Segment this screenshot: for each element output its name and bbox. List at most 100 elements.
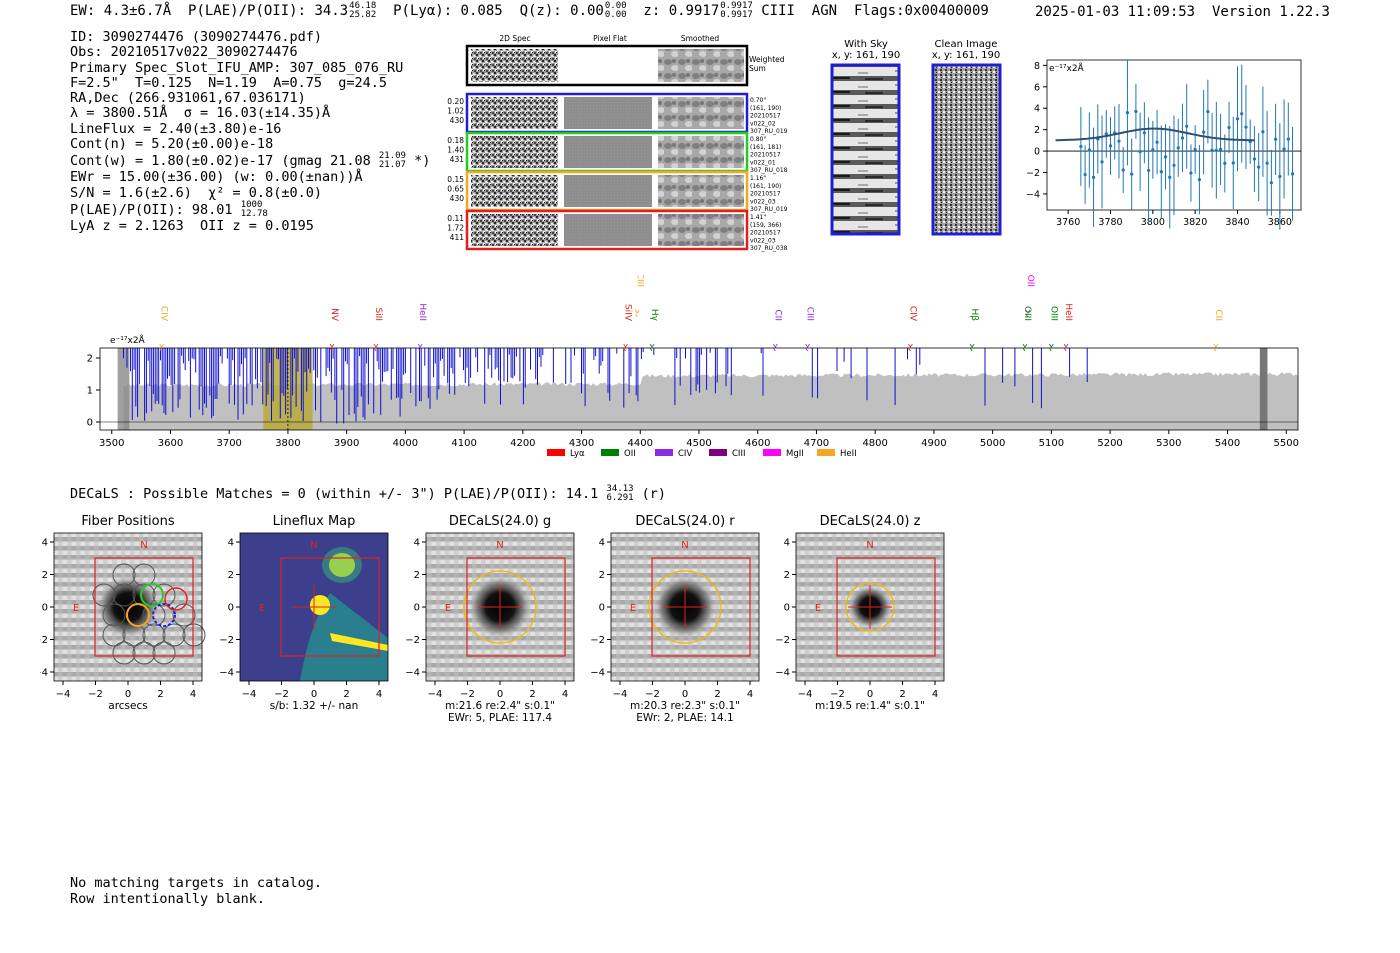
decals-ytick-label: 4: [42, 538, 48, 549]
weighted-sum-smoothed: [658, 49, 744, 82]
line-fit-point: [1083, 172, 1087, 177]
spectrum-xtick-label: 4900: [921, 438, 946, 449]
header-plae: P(LAE)/P(OII): 34.3: [188, 3, 349, 19]
decals-ytick-label: −2: [219, 635, 234, 646]
clean-image: [931, 63, 1002, 236]
cutout-left-label: 0.15: [447, 175, 464, 184]
decals-summary-text: DECaLS : Possible Matches = 0 (within +/…: [70, 486, 599, 502]
line-fit-point: [1151, 148, 1155, 152]
col-header-smoothed: Smoothed: [681, 34, 720, 43]
decals-xtick-label: −2: [645, 689, 660, 700]
decals-xtick-label: −4: [242, 689, 257, 700]
decals-ytick-label: −4: [40, 668, 48, 679]
spectrum-xtick-label: 4200: [510, 438, 535, 449]
decals-caption-1: arcsecs: [108, 700, 147, 712]
decals-ytick-label: −4: [219, 668, 234, 679]
cutout-left-label: 1.72: [447, 224, 464, 233]
line-fit-point: [1244, 125, 1248, 129]
cutout-right-label: 1.16": [750, 175, 766, 182]
line-fit-xtick-label: 3820: [1183, 217, 1207, 228]
cutout-right-label: 20210517: [750, 191, 781, 198]
spectrum-line-label: CII: [772, 309, 782, 321]
cutout-right-label: 307_RU_019: [750, 128, 788, 135]
spectrum-line-label: CIV: [159, 306, 169, 322]
line-fit-point: [1282, 147, 1286, 151]
decals-source-galaxy: [96, 575, 160, 639]
line-fit-point: [1108, 144, 1113, 148]
fiber-circle: [122, 623, 146, 647]
spectrum-line-marker: [1063, 343, 1069, 352]
spectrum-ytick-label: 1: [87, 386, 93, 397]
with-sky-xy: x, y: 161, 190: [832, 50, 901, 61]
decals-panels: Fiber Positions N E 4 2 0 −2 −4 −4 −2 0 2 4 arcsecs Li…: [40, 514, 945, 724]
weighted-sum-line2: Sum: [749, 64, 766, 73]
info-lineflux: LineFlux = 2.40(±3.80)e-16: [70, 120, 282, 137]
decals-xtick-label: 4: [747, 689, 753, 700]
cutout-right-label: 1.41": [750, 214, 766, 221]
decals-summary-hi: 34.13: [606, 484, 634, 494]
header-plae-hi: 46.18: [349, 1, 377, 11]
decals-ytick-label: −4: [405, 668, 420, 679]
line-fit-point: [1172, 163, 1176, 167]
decals-xtick-label: 2: [899, 689, 905, 700]
line-fit-ytick-label: 4: [1034, 104, 1040, 115]
with-sky-title: With Sky: [844, 39, 888, 50]
line-fit-point: [1214, 148, 1218, 152]
line-fit-xtick-label: 3800: [1141, 217, 1165, 228]
spectrum-line-label: OIII: [1022, 306, 1032, 321]
line-fit-point: [1231, 161, 1235, 165]
spectrum-line-marker: [773, 343, 778, 352]
decals-xtick-label: −4: [428, 689, 443, 700]
decals-ytick-label: −4: [775, 668, 790, 679]
decals-north-label: N: [681, 540, 688, 551]
spectrum-legend-label: Lyα: [570, 449, 585, 459]
cutout-right-label: (161, 181): [750, 144, 781, 151]
version: Version 1.22.3: [1211, 4, 1330, 20]
spectrum-line-marker: [1025, 309, 1031, 318]
line-fit-point: [1180, 136, 1185, 140]
spectrum-line-label: NV: [329, 308, 339, 322]
spectrum-line-label: HeII: [417, 303, 427, 321]
line-fit-point: [1176, 146, 1180, 150]
spectrum-legend-swatch: [547, 449, 565, 456]
line-fit-point: [1091, 175, 1096, 179]
decals-ytick-label: −2: [775, 635, 790, 646]
spectrum-line-label: CIII: [805, 307, 815, 321]
cutout-left-label: 0.11: [447, 214, 464, 223]
cutout-grid: 2D Spec Pixel Flat Smoothed Weighted Sum …: [447, 34, 788, 252]
decals-xtick-label: 2: [714, 689, 720, 700]
weighted-sum-label: Weighted Sum: [749, 55, 785, 73]
spectrum-legend-label: MgII: [786, 449, 804, 459]
cutout-right-label: 0.80": [750, 136, 766, 143]
spectrum-legend-label: HeII: [840, 449, 857, 459]
fiber-circle: [92, 583, 116, 607]
info-contw: Cont(w) = 1.80(±0.02)e-17 (gmag 21.08 21…: [70, 152, 430, 170]
decals-xtick-label: 0: [497, 689, 503, 700]
decals-xtick-label: 0: [311, 689, 317, 700]
spectrum-line-marker: [1022, 343, 1028, 352]
line-fit-unit: e⁻¹⁷x2Å: [1049, 62, 1085, 74]
spectrum-line-markers: CIV NV SiII HeII SiIV CIII Hγ CII CIII CIV Hβ OII OI…: [159, 275, 1223, 352]
header-qz-lo: 0.00: [604, 10, 627, 20]
col-header-2d: 2D Spec: [499, 34, 530, 43]
info-radec: RA,Dec (266.931061,67.036171): [70, 90, 306, 107]
line-fit-point: [1163, 155, 1168, 159]
spectrum-unit: e⁻¹⁷x2Å: [110, 334, 146, 346]
fiber-circle-green: [140, 583, 164, 607]
info-plae-lo: 12.78: [240, 208, 268, 219]
cutout-pixel-flat: [564, 214, 652, 246]
decals-summary: DECaLS : Possible Matches = 0 (within +/…: [70, 485, 666, 503]
spectrum-xtick-label: 5400: [1215, 438, 1240, 449]
spectrum-xtick-label: 5300: [1156, 438, 1181, 449]
cutout-left-label: 1.02: [447, 107, 464, 116]
decals-ytick-label: 0: [414, 603, 420, 614]
header-line: CIII: [761, 3, 795, 19]
spectrum-xtick-label: 3800: [275, 438, 300, 449]
line-fit-point: [1168, 175, 1172, 179]
spectrum-ytick-label: 0: [87, 418, 93, 429]
decals-caption-1: m:20.3 re:2.3" s:0.1": [630, 700, 740, 712]
clean-title: Clean Image: [935, 39, 998, 50]
cutout-right-label: (159, 366): [750, 222, 781, 229]
line-fit-ytick-label: −4: [1026, 189, 1040, 200]
header-right: 2025-01-03 11:09:53 Version 1.22.3: [1035, 4, 1330, 20]
